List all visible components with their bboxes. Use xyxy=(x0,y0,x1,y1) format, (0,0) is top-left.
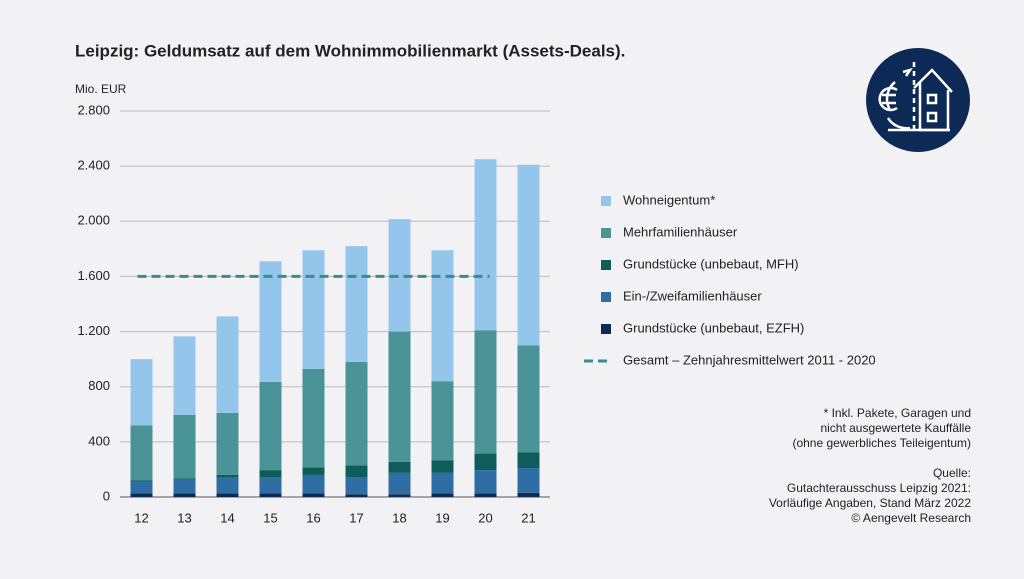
legend-label: Gesamt – Zehnjahresmittelwert 2011 - 202… xyxy=(623,352,876,367)
bar-segment xyxy=(431,472,454,494)
x-tick-label: 19 xyxy=(435,510,449,525)
x-tick-label: 21 xyxy=(521,510,535,525)
bar-segment xyxy=(517,452,540,469)
y-axis-label: Mio. EUR xyxy=(75,82,127,96)
x-tick-label: 15 xyxy=(263,510,277,525)
x-tick-label: 17 xyxy=(349,510,363,525)
note: * Inkl. Pakete, Garagen und xyxy=(824,406,971,420)
note: nicht ausgewertete Kauffälle xyxy=(820,421,971,435)
bar-segment xyxy=(216,477,239,494)
bar-segment xyxy=(388,494,411,497)
bar-segment xyxy=(302,493,325,497)
bar-segment xyxy=(431,250,454,382)
bar-segment xyxy=(216,316,239,413)
bar-segment xyxy=(474,330,497,454)
x-tick-label: 12 xyxy=(134,510,148,525)
bar-segment xyxy=(302,250,325,369)
bar-segment xyxy=(388,331,411,462)
bar-segment xyxy=(431,493,454,497)
x-tick-label: 14 xyxy=(220,510,234,525)
y-tick-label: 0 xyxy=(103,488,110,503)
bar-segment xyxy=(216,493,239,497)
bar-segment xyxy=(130,493,153,497)
y-tick-label: 1.600 xyxy=(77,268,110,283)
bar-segment xyxy=(130,425,153,481)
note: Vorläufige Angaben, Stand März 2022 xyxy=(769,496,971,510)
bar-segment xyxy=(345,246,368,362)
legend-label: Mehrfamilienhäuser xyxy=(623,224,738,239)
y-tick-label: 800 xyxy=(88,378,110,393)
legend-swatch xyxy=(601,228,611,238)
y-tick-label: 400 xyxy=(88,433,110,448)
x-tick-label: 13 xyxy=(177,510,191,525)
note: Gutachterausschuss Leipzig 2021: xyxy=(787,481,971,495)
bar-segment xyxy=(259,477,282,494)
icon xyxy=(866,48,970,152)
legend-label: Grundstücke (unbebaut, MFH) xyxy=(623,256,799,271)
bar-segment xyxy=(130,359,153,426)
bar-segment xyxy=(517,468,540,493)
y-tick-label: 2.000 xyxy=(77,213,110,228)
bar-segment xyxy=(302,368,325,468)
legend-swatch xyxy=(601,292,611,302)
bar-segment xyxy=(431,460,454,473)
bar-segment xyxy=(259,493,282,497)
note: © Aengevelt Research xyxy=(851,511,971,525)
bar-segment xyxy=(173,478,196,480)
bar-segment xyxy=(474,470,497,494)
bar-segment xyxy=(259,261,282,382)
x-tick-label: 16 xyxy=(306,510,320,525)
note: Quelle: xyxy=(933,466,971,480)
bar-segment xyxy=(345,361,368,466)
bar-segment xyxy=(517,345,540,453)
chart-title: Leipzig: Geldumsatz auf dem Wohnimmobili… xyxy=(75,41,625,60)
bar-segment xyxy=(517,492,540,497)
legend-swatch xyxy=(601,324,611,334)
bar-segment xyxy=(431,381,454,461)
legend-swatch xyxy=(601,260,611,270)
bar-segment xyxy=(173,336,196,415)
y-tick-label: 1.200 xyxy=(77,323,110,338)
x-tick-label: 18 xyxy=(392,510,406,525)
bar-segment xyxy=(474,159,497,331)
x-tick-label: 20 xyxy=(478,510,492,525)
legend-label: Wohneigentum* xyxy=(623,192,715,207)
bar-segment xyxy=(130,481,153,494)
legend-label: Grundstücke (unbebaut, EZFH) xyxy=(623,320,804,335)
bar-segment xyxy=(345,494,368,497)
note: (ohne gewerbliches Teileigentum) xyxy=(792,436,971,450)
bar-segment xyxy=(345,465,368,478)
bar-segment xyxy=(216,412,239,475)
bar-segment xyxy=(259,470,282,478)
bar-segment xyxy=(173,493,196,497)
bar-segment xyxy=(302,474,325,494)
bar-segment xyxy=(388,461,411,473)
legend-swatch xyxy=(601,196,611,206)
bar-segment xyxy=(173,414,196,479)
y-tick-label: 2.800 xyxy=(77,102,110,117)
legend-label: Ein-/Zweifamilienhäuser xyxy=(623,288,762,303)
bar-segment xyxy=(302,467,325,475)
y-tick-label: 2.400 xyxy=(77,158,110,173)
bar-segment xyxy=(517,164,540,346)
bar-segment xyxy=(388,472,411,495)
bar-segment xyxy=(216,474,239,478)
bar-segment xyxy=(130,480,153,482)
bar-segment xyxy=(345,477,368,495)
bar-segment xyxy=(474,493,497,497)
bar-segment xyxy=(173,479,196,494)
bar-segment xyxy=(259,381,282,471)
bar-segment xyxy=(388,219,411,332)
bar-segment xyxy=(474,453,497,471)
